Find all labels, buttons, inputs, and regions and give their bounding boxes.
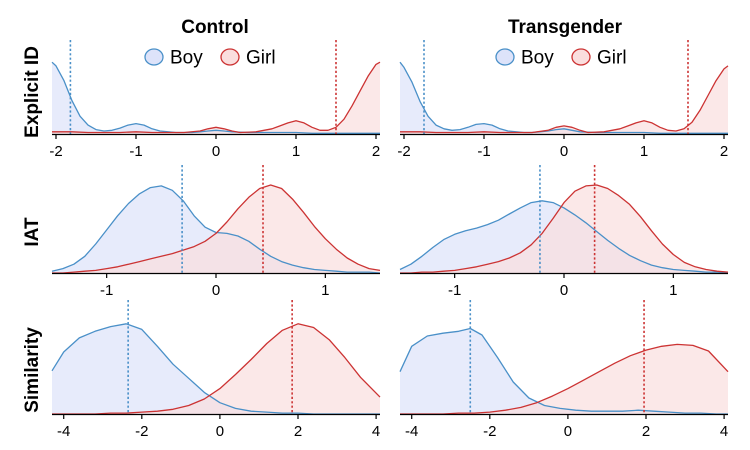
x-tick-label: 2	[294, 423, 302, 440]
density-area-boy	[52, 323, 380, 414]
x-tick-label: 0	[560, 143, 568, 160]
row-label-iat: IAT	[22, 217, 43, 247]
density-line-girl	[52, 61, 381, 134]
x-tick-label: -4	[57, 423, 70, 440]
panel-similarity-control: -4 -2 0 2 4	[51, 300, 381, 440]
panel-iat-control: -1 0 1	[51, 165, 381, 299]
density-line-girl	[400, 65, 729, 134]
legend-label-girl: Girl	[246, 48, 276, 69]
x-tick-label: -1	[100, 282, 113, 299]
legend-label-girl: Girl	[597, 48, 627, 69]
row-label-similarity: Similarity	[22, 327, 43, 413]
density-line-boy	[399, 61, 728, 134]
x-tick-label: 0	[564, 423, 572, 440]
x-tick-label: 1	[669, 282, 677, 299]
x-tick-label: 1	[640, 143, 648, 160]
x-tick-label: 4	[720, 423, 728, 440]
density-line-boy	[399, 200, 729, 274]
density-line-girl	[400, 343, 729, 415]
legend-swatch-girl	[571, 48, 591, 66]
density-area-girl	[52, 323, 380, 414]
density-line-boy	[51, 61, 380, 134]
x-tick-label: 0	[212, 282, 220, 299]
x-tick-label: -1	[448, 282, 461, 299]
x-tick-label: -2	[397, 143, 410, 160]
x-tick-label: 2	[720, 143, 728, 160]
legend-swatch-girl	[220, 48, 240, 66]
panels: -2 -1 0 1 2 -2 -1 0 1 2 -1 0 1 -1 0 1 -4 -2 0 2 4 -4 -2 0 2 4	[49, 40, 729, 440]
density-line-girl	[52, 184, 381, 274]
panel-similarity-transgender: -4 -2 0 2 4	[399, 300, 729, 440]
density-area-girl	[52, 185, 380, 273]
density-area-boy	[400, 62, 728, 135]
row-label-explicit-id: Explicit ID	[22, 46, 43, 138]
density-area-boy	[52, 62, 380, 135]
x-tick-label: 1	[292, 143, 300, 160]
density-area-girl	[400, 344, 728, 414]
x-tick-label: -4	[405, 423, 418, 440]
legend-swatch-boy	[144, 48, 164, 66]
x-tick-label: 4	[372, 423, 380, 440]
density-line-girl	[52, 323, 381, 415]
panel-explicit-id-transgender: -2 -1 0 1 2	[397, 40, 729, 160]
legend-label-boy: Boy	[521, 48, 554, 69]
x-tick-label: 0	[212, 143, 220, 160]
density-line-boy	[399, 327, 728, 415]
x-tick-label: 0	[216, 423, 224, 440]
x-tick-label: 0	[560, 282, 568, 299]
column-title-control: Control	[181, 17, 249, 38]
density-line-girl	[400, 184, 729, 274]
x-tick-label: 1	[321, 282, 329, 299]
x-tick-label: -2	[483, 423, 496, 440]
x-tick-label: 2	[642, 423, 650, 440]
density-area-boy	[400, 328, 728, 414]
density-area-girl	[400, 65, 728, 134]
x-tick-label: -2	[135, 423, 148, 440]
density-area-boy	[52, 185, 380, 273]
legend-transgender: Boy Girl	[495, 48, 627, 69]
legend-swatch-boy	[495, 48, 515, 66]
legend-control: Boy Girl	[144, 48, 276, 69]
x-tick-label: -1	[477, 143, 490, 160]
panel-iat-transgender: -1 0 1	[399, 165, 729, 299]
x-tick-label: -1	[129, 143, 142, 160]
legend-label-boy: Boy	[170, 48, 203, 69]
column-title-transgender: Transgender	[508, 17, 623, 38]
density-area-girl	[52, 62, 380, 135]
density-area-girl	[400, 185, 728, 273]
panel-explicit-id-control: -2 -1 0 1 2	[49, 40, 381, 160]
x-tick-label: -2	[49, 143, 62, 160]
x-tick-label: 2	[372, 143, 380, 160]
